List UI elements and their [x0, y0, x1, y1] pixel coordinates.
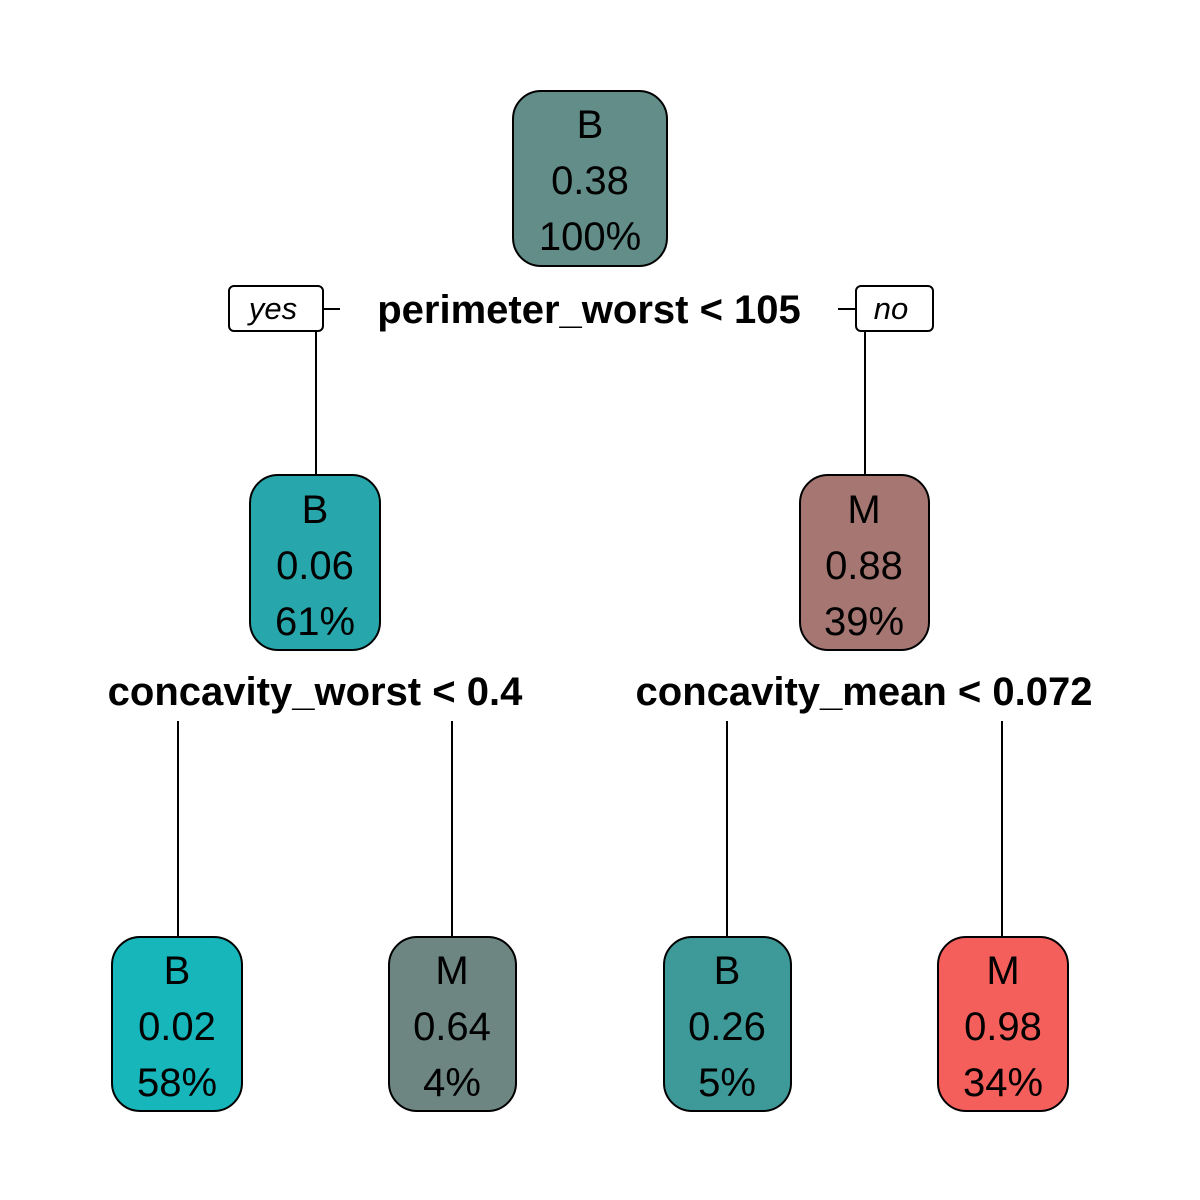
node-share-right-left: 5%: [698, 1061, 756, 1105]
node-box-left-left: [111, 936, 243, 1112]
node-class-left-right: M: [435, 949, 468, 993]
node-class-left-left: B: [164, 949, 191, 993]
branch-label-no: no: [855, 285, 934, 332]
node-share-right-right: 34%: [963, 1061, 1043, 1105]
node-class-right-left: B: [714, 949, 741, 993]
node-box-right-left: [663, 936, 792, 1112]
node-class-left: B: [302, 488, 329, 532]
node-value-left-right: 0.64: [413, 1005, 491, 1049]
node-share-root: 100%: [539, 215, 641, 259]
split-label-left: concavity_worst < 0.4: [108, 670, 523, 714]
branch-label-yes: yes: [228, 285, 324, 332]
node-box-right-right: [937, 936, 1069, 1112]
node-value-right: 0.88: [825, 544, 903, 588]
node-value-right-left: 0.26: [688, 1005, 766, 1049]
node-value-right-right: 0.98: [964, 1005, 1042, 1049]
tree-node-left-right: M 0.64 4%: [388, 936, 517, 1112]
tree-node-right-right: M 0.98 34%: [937, 936, 1069, 1112]
tree-node-right-left: B 0.26 5%: [663, 936, 792, 1112]
tree-node-root: B 0.38 100%: [512, 90, 668, 267]
node-class-right-right: M: [986, 949, 1019, 993]
tree-edges: [177, 308, 1003, 937]
tree-node-left-left: B 0.02 58%: [111, 936, 243, 1112]
node-share-left-left: 58%: [137, 1061, 217, 1105]
tree-node-left: B 0.06 61%: [249, 474, 381, 651]
node-class-root: B: [577, 103, 604, 147]
tree-node-right: M 0.88 39%: [799, 474, 930, 651]
branch-label-yes-text: yes: [247, 291, 297, 326]
split-label-right: concavity_mean < 0.072: [636, 670, 1093, 714]
split-label-root: perimeter_worst < 105: [377, 288, 801, 332]
branch-label-no-text: no: [874, 291, 908, 326]
node-share-right: 39%: [824, 600, 904, 644]
node-value-left-left: 0.02: [138, 1005, 216, 1049]
node-value-left: 0.06: [276, 544, 354, 588]
node-share-left-right: 4%: [423, 1061, 481, 1105]
node-box-right: [799, 474, 930, 651]
node-value-root: 0.38: [551, 159, 629, 203]
node-box-left-right: [388, 936, 517, 1112]
node-class-right: M: [847, 488, 880, 532]
node-share-left: 61%: [275, 600, 355, 644]
node-box-left: [249, 474, 381, 651]
node-box-root: [512, 90, 668, 267]
